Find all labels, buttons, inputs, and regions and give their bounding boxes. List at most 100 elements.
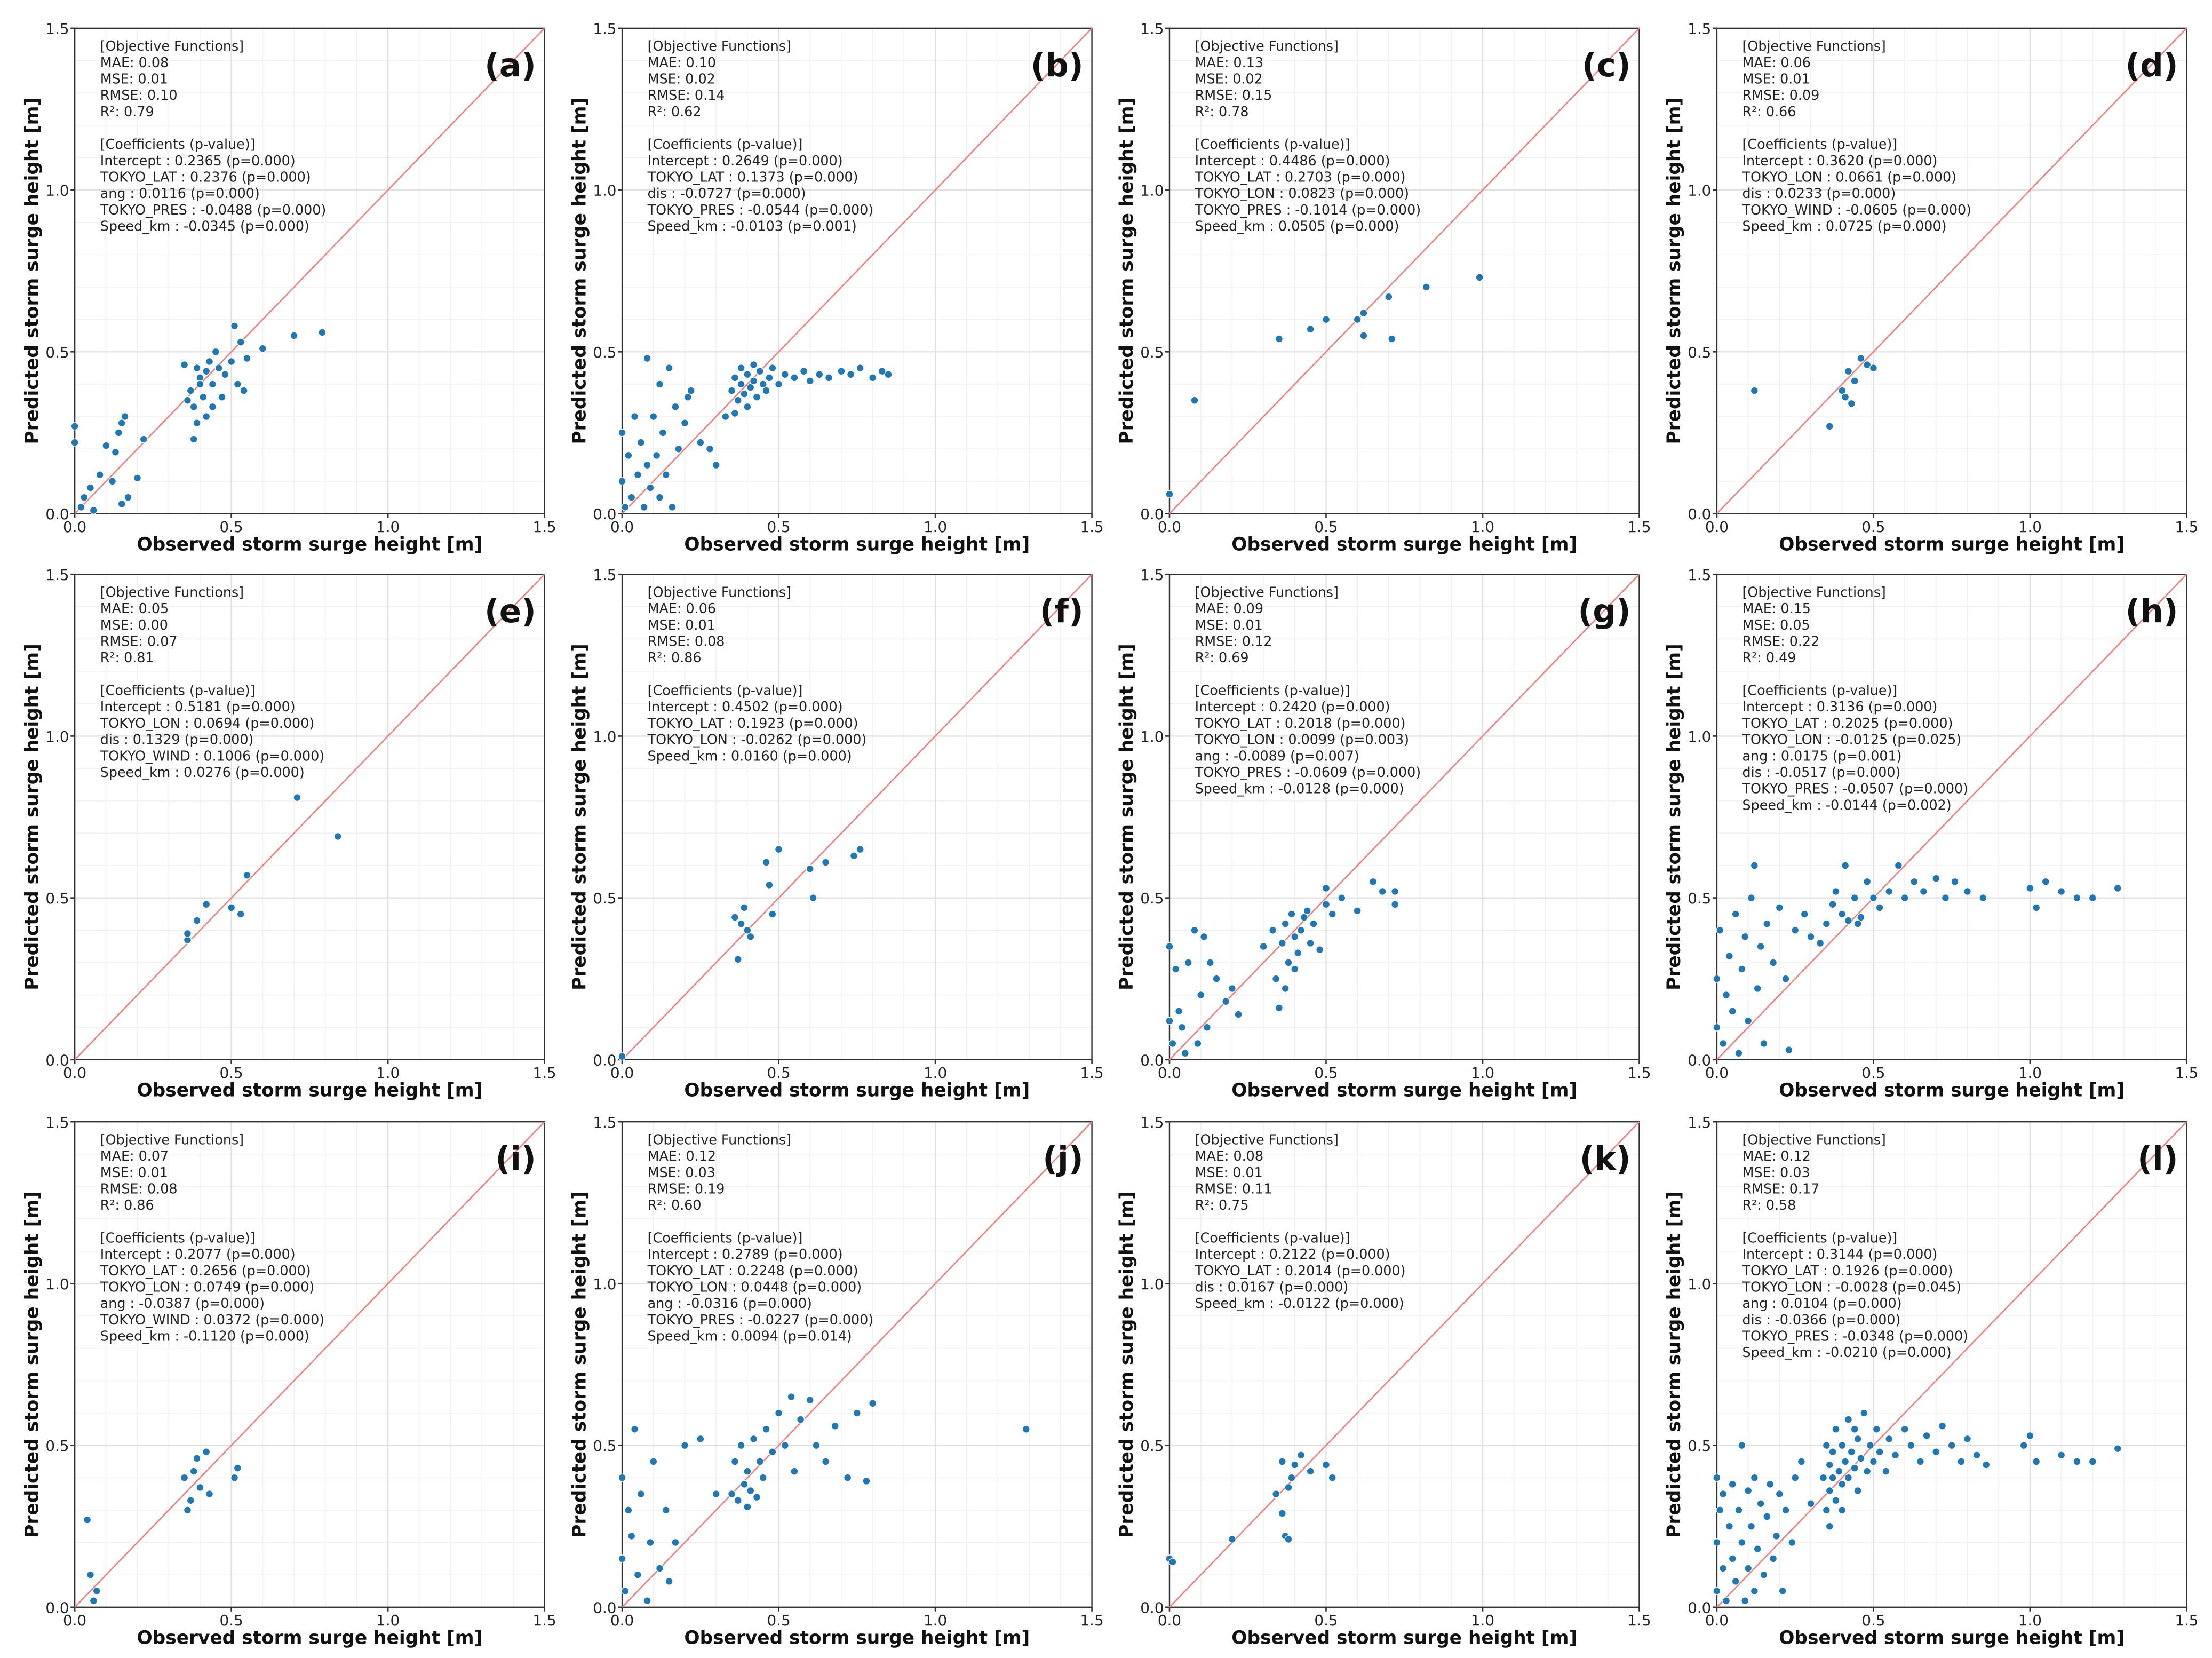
- data-point: [202, 900, 211, 909]
- data-point: [1287, 910, 1296, 918]
- x-tick-label: 0.5: [1314, 1612, 1338, 1629]
- panel-label: (i): [495, 1140, 536, 1178]
- data-point: [869, 1399, 877, 1408]
- data-point: [193, 419, 201, 427]
- data-point: [1847, 399, 1856, 408]
- annotation-line: MSE: 0.03: [648, 1164, 715, 1180]
- annotation-line: [Coefficients (p-value)]: [100, 136, 256, 152]
- y-tick-label: 0.5: [1140, 344, 1164, 361]
- data-point: [89, 506, 98, 514]
- y-axis-label: Predicted storm surge height [m]: [569, 98, 590, 445]
- data-point: [1919, 887, 1928, 896]
- data-point: [1719, 1564, 1728, 1573]
- annotation-line: R²: 0.66: [1742, 104, 1796, 120]
- plot-frame: [74, 574, 545, 1061]
- y-tick-label: 1.0: [45, 182, 69, 200]
- data-point: [815, 370, 824, 379]
- annotation-line: Speed_km : -0.1120 (p=0.000): [100, 1328, 309, 1344]
- annotation-line: TOKYO_LAT : 0.2018 (p=0.000): [1195, 715, 1406, 731]
- data-point: [1281, 919, 1290, 928]
- data-point: [1338, 894, 1346, 902]
- x-tick-label: 0.5: [220, 1612, 243, 1629]
- panel-h: 0.00.0 0.5 0.5 1.0 1.0 1.5 1.5 Observed storm s…: [1664, 566, 2198, 1101]
- panel-label: (j): [1043, 1140, 1083, 1178]
- data-point: [1850, 894, 1859, 902]
- data-point: [1272, 1490, 1280, 1498]
- data-point: [1807, 1500, 1815, 1508]
- y-tick-label: 1.0: [1140, 1275, 1164, 1293]
- y-tick-label: 0.0: [45, 1051, 69, 1069]
- y-tick-label: 0.5: [1688, 890, 1711, 907]
- data-point: [750, 377, 758, 385]
- data-point: [755, 367, 764, 376]
- data-point: [1750, 1473, 1759, 1482]
- data-point: [1738, 1441, 1746, 1450]
- data-point: [1296, 1451, 1306, 1459]
- data-point: [752, 1493, 761, 1502]
- x-axis-label: Observed storm surge height [m]: [1231, 1628, 1577, 1649]
- data-point: [199, 393, 208, 401]
- annotation-line: [Coefficients (p-value)]: [100, 1230, 256, 1246]
- data-point: [1979, 894, 1987, 902]
- data-point: [705, 445, 714, 453]
- data-point: [83, 1516, 92, 1524]
- data-point: [768, 910, 777, 918]
- data-point: [1328, 910, 1336, 918]
- data-point: [627, 493, 636, 502]
- y-tick-label: 0.0: [593, 505, 616, 523]
- panel-label: (e): [484, 593, 536, 630]
- annotation-line: TOKYO_LON : -0.0125 (p=0.025): [1742, 732, 1962, 748]
- data-point: [193, 916, 201, 925]
- panel-a: 0.00.0 0.5 0.5 1.0 1.0 1.5 1.5 Observed storm s…: [21, 20, 556, 555]
- data-point: [781, 1441, 789, 1450]
- data-point: [878, 367, 886, 376]
- data-point: [2073, 1457, 2081, 1466]
- data-point: [1353, 907, 1362, 915]
- data-point: [1822, 1441, 1831, 1450]
- data-point: [1947, 1441, 1956, 1450]
- data-point: [822, 1457, 830, 1466]
- data-point: [1781, 974, 1790, 983]
- x-tick-label: 0.5: [767, 518, 790, 536]
- data-point: [1303, 907, 1311, 915]
- data-point: [1322, 900, 1331, 909]
- y-tick-label: 1.5: [593, 20, 616, 37]
- annotation-line: TOKYO_LAT : 0.2014 (p=0.000): [1195, 1263, 1406, 1279]
- annotation-line: TOKYO_LON : 0.0823 (p=0.000): [1195, 185, 1410, 201]
- annotation-line: Intercept : 0.2122 (p=0.000): [1195, 1246, 1390, 1262]
- data-point: [1750, 386, 1759, 395]
- annotation-line: RMSE: 0.17: [1742, 1181, 1820, 1197]
- data-point: [683, 393, 692, 401]
- data-point: [687, 386, 695, 395]
- data-point: [196, 380, 204, 388]
- data-point: [743, 926, 752, 934]
- annotation-line: MAE: 0.07: [100, 1148, 169, 1164]
- data-point: [1738, 965, 1746, 973]
- annotation-line: Speed_km : -0.0345 (p=0.000): [100, 218, 309, 234]
- one-to-one-line: [622, 574, 1093, 1060]
- data-point: [1775, 903, 1784, 912]
- data-point: [1775, 1490, 1784, 1498]
- annotation-line: TOKYO_WIND : -0.0605 (p=0.000): [1742, 202, 1972, 218]
- data-point: [1165, 1017, 1174, 1025]
- data-point: [121, 412, 129, 421]
- data-point: [202, 412, 211, 421]
- annotation-line: [Objective Functions]: [1195, 584, 1339, 600]
- data-point: [655, 493, 664, 502]
- annotation-line: ang : 0.0116 (p=0.000): [100, 185, 260, 201]
- data-point: [1885, 1434, 1893, 1443]
- y-axis-label: Predicted storm surge height [m]: [1116, 98, 1137, 445]
- x-tick-label: 0.5: [767, 1064, 790, 1082]
- data-point: [1825, 1522, 1834, 1530]
- y-tick-label: 1.0: [593, 728, 616, 745]
- data-point: [646, 1538, 655, 1547]
- data-point: [621, 503, 630, 511]
- data-point: [96, 471, 104, 479]
- annotation-line: ang : -0.0316 (p=0.000): [648, 1295, 812, 1311]
- data-point: [1385, 292, 1393, 301]
- data-point: [1165, 490, 1174, 498]
- y-tick-label: 0.0: [1688, 1051, 1711, 1069]
- x-axis-label: Observed storm surge height [m]: [137, 1628, 482, 1649]
- x-tick-label: 0.5: [1861, 518, 1885, 536]
- data-point: [111, 448, 120, 456]
